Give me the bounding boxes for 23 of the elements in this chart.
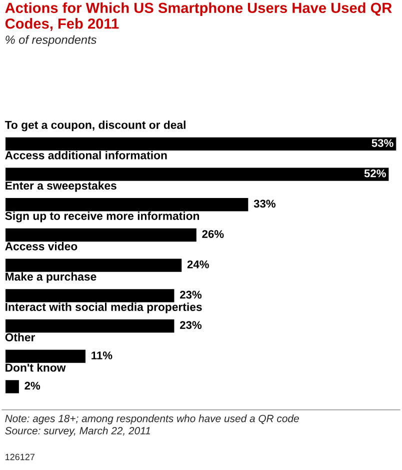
y-tick-label: Enter a sweepstakes bbox=[6, 181, 116, 192]
text: 126127 bbox=[6, 454, 34, 460]
data-label: 52% bbox=[364, 169, 386, 178]
data-label: 33% bbox=[254, 200, 276, 208]
data-label: 23% bbox=[180, 290, 202, 299]
y-tick-label: Make a purchase bbox=[6, 272, 96, 283]
y-tick-label: Other bbox=[5, 332, 36, 342]
data-label: 26% bbox=[202, 230, 224, 238]
y-tick-label: Access video bbox=[5, 242, 78, 250]
y-tick-label: Access additional information bbox=[5, 150, 167, 160]
chart-title: Actions for Which US Smartphone Users Have Used QR Codes, Feb 2011 bbox=[5, 2, 392, 31]
y-tick-label: Don't know bbox=[6, 363, 66, 372]
y-tick-label: Interact with social media properties bbox=[6, 302, 202, 314]
data-label: 53% bbox=[372, 139, 394, 147]
y-tick-label: Sign up to receive more information bbox=[5, 212, 200, 222]
data-label: 2% bbox=[24, 382, 40, 390]
chart-subtitle: % of respondents bbox=[6, 35, 96, 46]
y-tick-label: To get a coupon, discount or deal bbox=[4, 120, 186, 132]
data-label: 24% bbox=[187, 260, 209, 268]
data-label: 11% bbox=[92, 351, 112, 360]
data-label: 23% bbox=[180, 321, 202, 329]
text: Note: ages 18+; among respondents who have used a QR code bbox=[5, 414, 299, 424]
source-note: Source: survey, March 22, 2011 bbox=[5, 426, 150, 436]
